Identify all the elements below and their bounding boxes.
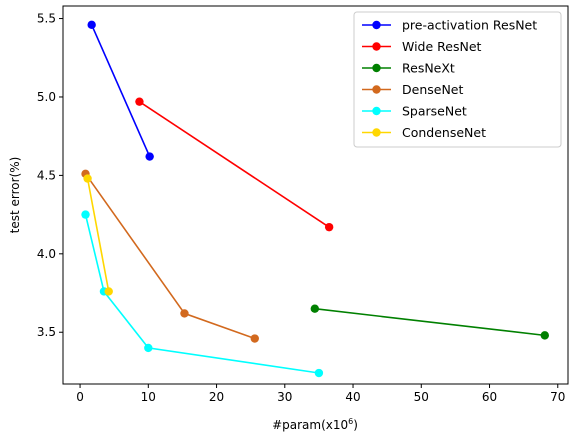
x-tick-label: 60	[482, 390, 497, 404]
legend-marker-densenet	[372, 85, 381, 94]
x-tick-label: 10	[141, 390, 156, 404]
x-tick-label: 50	[414, 390, 429, 404]
data-point-sparsenet	[81, 210, 90, 219]
series-line-condensenet	[86, 178, 110, 292]
legend-marker-sparsenet	[372, 106, 381, 116]
legend: pre-activation ResNet Wide ResNet ResNeXt D…	[353, 11, 562, 148]
series-line-sparsenet	[84, 214, 320, 374]
x-axis-ticks: 0 10 20 30 40 50 60 70	[76, 384, 565, 404]
x-tick-label: 0	[76, 390, 84, 404]
legend-marker-wide-resnet	[372, 42, 381, 51]
data-point-condensenet	[83, 174, 92, 183]
x-tick-label: 40	[345, 390, 360, 404]
x-axis-label: #param(x106)	[272, 417, 358, 432]
y-tick-label: 3.5	[37, 325, 56, 339]
series-line-wide-resnet	[138, 101, 330, 228]
x-tick-label: 30	[277, 390, 292, 404]
y-tick-label: 4.5	[37, 168, 56, 182]
x-tick-label: 20	[209, 390, 224, 404]
y-tick-label: 5.0	[37, 90, 56, 104]
series-line-pre-activation-resnet	[90, 24, 151, 157]
data-point-sparsenet	[144, 343, 153, 353]
y-tick-label: 5.5	[37, 12, 56, 26]
data-point-condensenet	[104, 287, 113, 296]
legend-label-wide-resnet: Wide ResNet	[402, 39, 482, 54]
data-point-resnext	[540, 331, 549, 340]
data-point-densenet	[250, 334, 259, 343]
legend-label-pre-activation-resnet: pre-activation ResNet	[402, 18, 537, 33]
legend-label-condensenet: CondenseNet	[402, 125, 486, 140]
legend-label-sparsenet: SparseNet	[402, 104, 467, 119]
data-point-pre-activation-resnet	[87, 20, 96, 30]
y-axis-ticks: 3.5 4.0 4.5 5.0 5.5	[37, 12, 63, 339]
legend-label-resnext: ResNeXt	[402, 61, 455, 76]
legend-frame	[353, 11, 562, 148]
y-tick-label: 4.0	[37, 247, 56, 261]
data-point-wide-resnet	[324, 222, 334, 232]
series-layer	[81, 20, 549, 378]
series-line-resnext	[314, 307, 545, 337]
data-point-sparsenet	[314, 368, 324, 378]
y-axis-label: test error(%)	[8, 157, 22, 234]
legend-marker-resnext	[372, 63, 381, 73]
x-tick-label: 70	[550, 390, 565, 404]
data-point-pre-activation-resnet	[145, 152, 154, 161]
legend-marker-condensenet	[372, 128, 381, 137]
data-point-wide-resnet	[135, 97, 144, 106]
data-point-resnext	[310, 304, 320, 313]
plot-frame	[62, 5, 569, 385]
data-point-densenet	[180, 309, 189, 318]
legend-marker-pre-activation-resnet	[372, 20, 381, 30]
legend-label-densenet: DenseNet	[402, 82, 463, 97]
